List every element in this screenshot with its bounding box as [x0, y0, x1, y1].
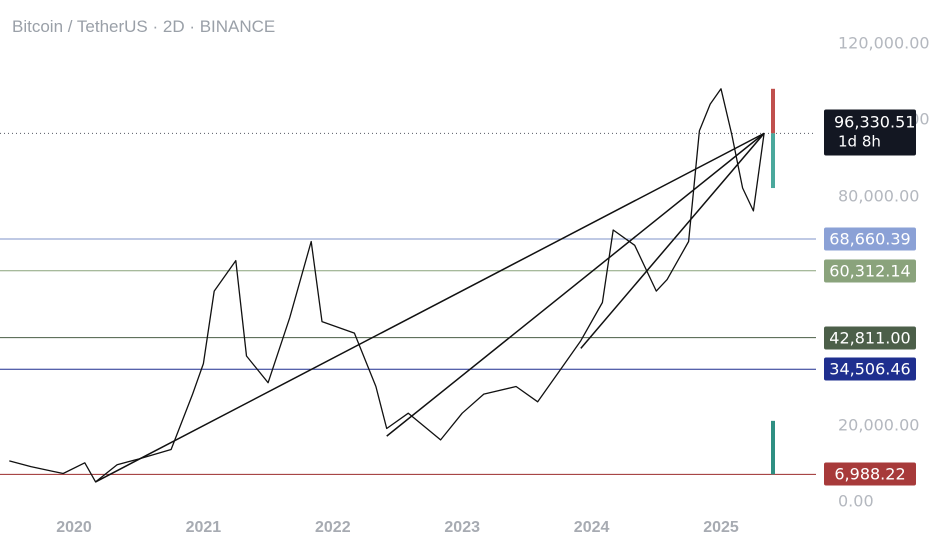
trend-line-1	[386, 132, 765, 437]
trend-line-2	[580, 132, 765, 349]
level-price-badge: 42,811.00	[824, 326, 916, 350]
last-price-value: 96,330.51	[834, 112, 916, 132]
y-tick-label: 120,000.00	[838, 33, 930, 53]
y-tick-label: 0.00	[838, 491, 874, 511]
x-tick-label: 2020	[56, 519, 92, 536]
x-tick-label: 2022	[315, 519, 351, 536]
bar-countdown: 1d 8h	[838, 132, 881, 151]
chart-title: Bitcoin / TetherUS · 2D · BINANCE	[12, 17, 276, 36]
level-price-badge: 68,660.39	[824, 227, 916, 251]
last-price-badge: 96,330.51 1d 8h	[824, 109, 916, 156]
price-series-line	[9, 88, 765, 483]
level-price-badge: 6,988.22	[824, 462, 916, 486]
level-price-badge: 34,506.46	[824, 357, 916, 381]
x-tick-label: 2023	[444, 519, 480, 536]
y-tick-label: 80,000.00	[838, 186, 920, 206]
profile-bar-mid	[771, 133, 775, 189]
profile-bar-lower	[771, 420, 775, 475]
x-tick-label: 2024	[573, 519, 610, 536]
y-tick-label: 20,000.00	[838, 415, 920, 435]
x-tick-label: 2021	[185, 519, 222, 536]
trend-line-0	[95, 132, 765, 483]
profile-bar-upper	[771, 88, 775, 134]
x-tick-label: 2025	[703, 519, 739, 536]
level-price-badge: 60,312.14	[824, 259, 916, 283]
